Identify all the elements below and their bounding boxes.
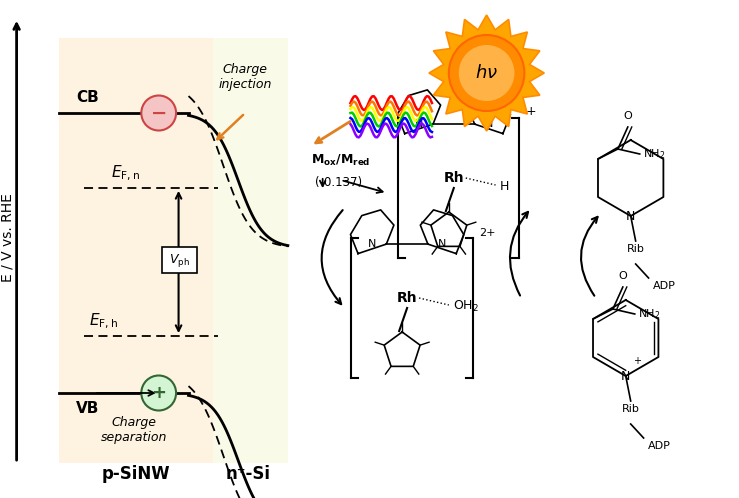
Text: Rib: Rib bbox=[627, 244, 644, 254]
Text: ADP: ADP bbox=[653, 281, 675, 291]
FancyBboxPatch shape bbox=[162, 247, 197, 273]
Text: NH$_2$: NH$_2$ bbox=[643, 147, 665, 161]
Text: ADP: ADP bbox=[647, 441, 670, 451]
Text: N: N bbox=[415, 119, 423, 129]
Text: +: + bbox=[633, 356, 641, 366]
FancyBboxPatch shape bbox=[214, 38, 288, 463]
Text: Charge
separation: Charge separation bbox=[101, 416, 167, 444]
Text: −: − bbox=[151, 104, 167, 123]
Circle shape bbox=[141, 375, 176, 410]
Text: O: O bbox=[624, 111, 632, 121]
Text: n⁺-Si: n⁺-Si bbox=[225, 465, 270, 483]
Polygon shape bbox=[429, 15, 544, 131]
Text: 2+: 2+ bbox=[479, 228, 495, 238]
Text: N: N bbox=[485, 119, 493, 129]
Text: Rib: Rib bbox=[621, 404, 640, 414]
Text: (-0.137): (-0.137) bbox=[315, 176, 362, 189]
Text: N: N bbox=[437, 239, 446, 249]
Text: Charge
injection: Charge injection bbox=[219, 63, 272, 91]
Circle shape bbox=[141, 96, 176, 130]
Text: NH$_2$: NH$_2$ bbox=[638, 307, 660, 321]
Text: N: N bbox=[626, 210, 636, 223]
Text: VB: VB bbox=[76, 401, 100, 416]
Circle shape bbox=[459, 45, 514, 101]
Text: H: H bbox=[500, 179, 509, 193]
Text: p-SiNW: p-SiNW bbox=[101, 465, 170, 483]
Text: Rh: Rh bbox=[443, 171, 464, 185]
Text: Rh: Rh bbox=[397, 291, 418, 305]
Text: $h\nu$: $h\nu$ bbox=[475, 64, 498, 82]
Text: N: N bbox=[368, 239, 376, 249]
Text: OH$_2$: OH$_2$ bbox=[453, 298, 479, 314]
FancyBboxPatch shape bbox=[59, 38, 214, 463]
Text: O: O bbox=[619, 271, 627, 281]
Text: $\mathbf{M_{ox}/M_{red}}$: $\mathbf{M_{ox}/M_{red}}$ bbox=[310, 153, 370, 168]
Circle shape bbox=[449, 35, 525, 111]
Text: N: N bbox=[621, 370, 630, 382]
Text: $E_\mathrm{F,n}$: $E_\mathrm{F,n}$ bbox=[112, 164, 140, 183]
Text: CB: CB bbox=[76, 90, 99, 105]
Text: +: + bbox=[525, 105, 536, 118]
Text: E / V vs. RHE: E / V vs. RHE bbox=[1, 194, 15, 282]
Text: $V_\mathrm{ph}$: $V_\mathrm{ph}$ bbox=[169, 251, 190, 268]
Text: +: + bbox=[151, 384, 166, 402]
Text: $E_\mathrm{F,h}$: $E_\mathrm{F,h}$ bbox=[89, 312, 118, 331]
